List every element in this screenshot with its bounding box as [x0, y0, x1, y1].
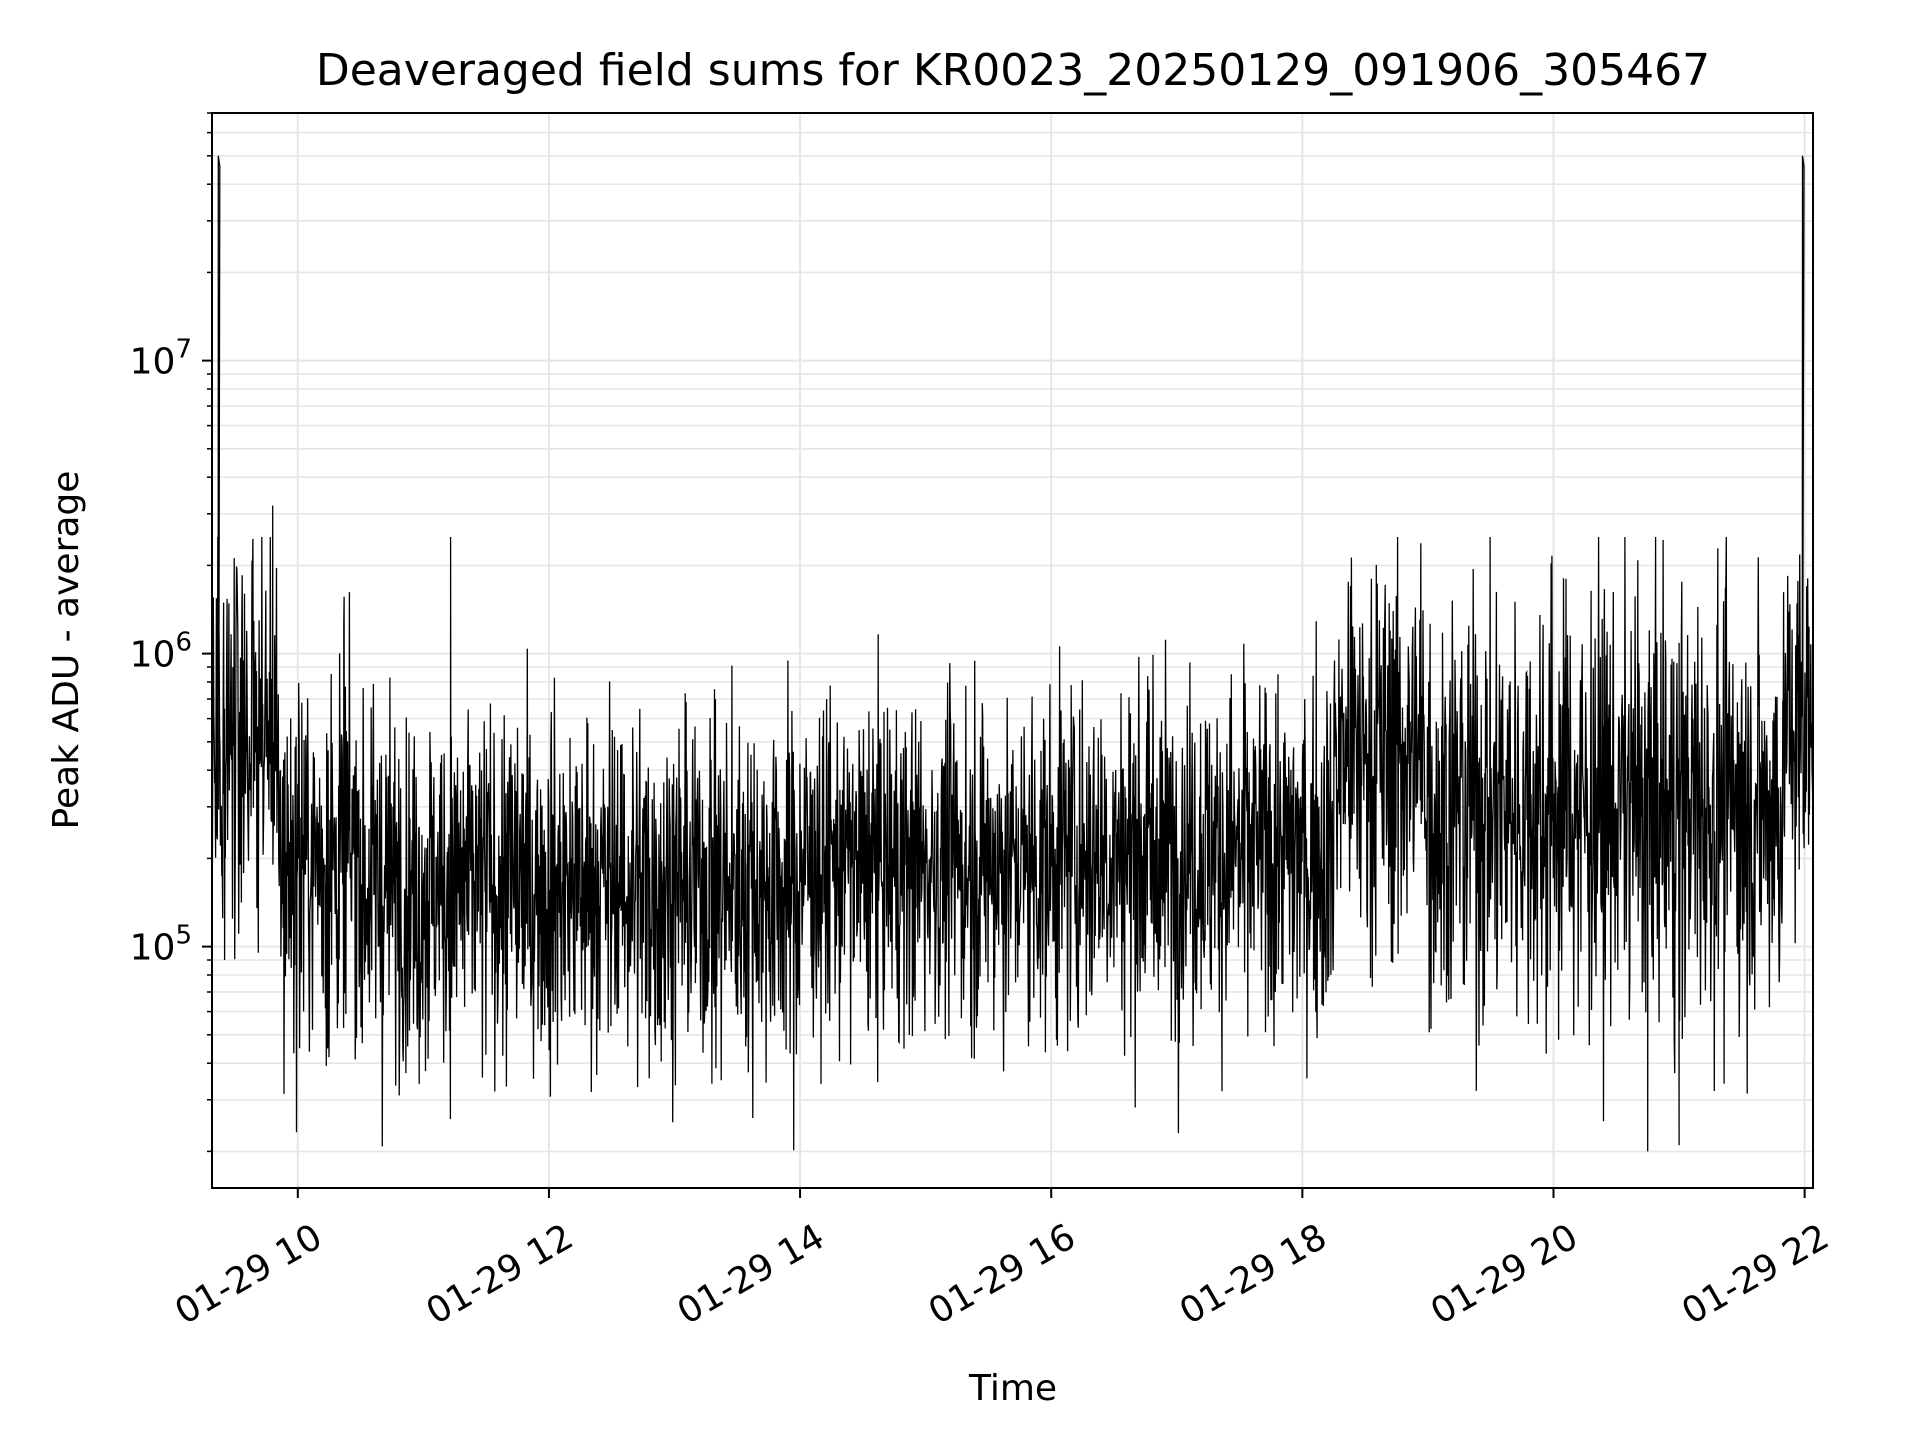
- x-tick-label: 01-29 22: [1675, 1216, 1836, 1332]
- grid: [212, 112, 1813, 1188]
- x-tick-label: 01-29 20: [1424, 1216, 1585, 1332]
- x-axis-label: Time: [968, 1368, 1057, 1409]
- plot-frame: [211, 112, 1814, 1189]
- y-tick-label: 106: [130, 628, 192, 676]
- x-tick-label: 01-29 18: [1173, 1216, 1334, 1332]
- x-axis: 01-29 10 01-29 12 01-29 14 01-29 16 01-29 18…: [168, 1188, 1836, 1333]
- x-tick-label: 01-29 10: [168, 1216, 329, 1332]
- x-tick-label: 01-29 12: [420, 1216, 581, 1332]
- chart-title: Deaveraged field sums for KR0023_2025012…: [316, 45, 1710, 96]
- y-axis-label: Peak ADU - average: [46, 471, 87, 830]
- y-tick-label: 107: [130, 335, 192, 383]
- data-series-line: [212, 155, 1813, 1152]
- x-tick-label: 01-29 16: [922, 1216, 1083, 1332]
- y-axis: 105 106 107: [130, 112, 212, 1153]
- x-tick-label: 01-29 14: [671, 1216, 832, 1332]
- y-tick-label: 105: [130, 921, 192, 969]
